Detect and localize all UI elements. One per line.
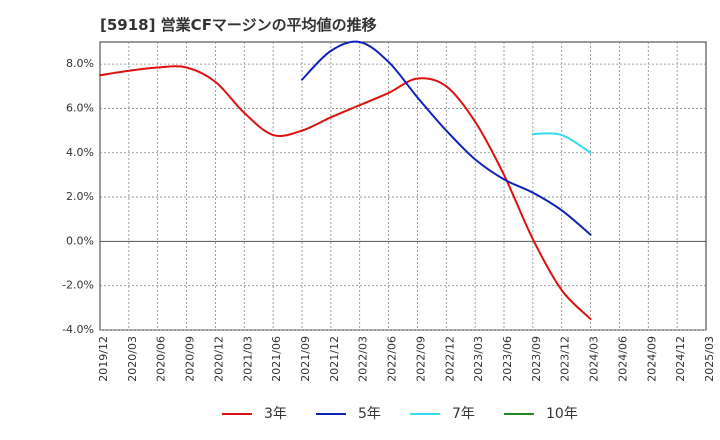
x-tick-label: 2023/03 — [472, 336, 485, 382]
x-tick-label: 2022/06 — [386, 336, 399, 382]
x-tick-label: 2025/03 — [703, 336, 716, 382]
y-tick-label: 6.0% — [66, 101, 94, 114]
legend-label-3年: 3年 — [264, 406, 287, 422]
x-tick-label: 2020/03 — [126, 336, 139, 382]
y-tick-label: 0.0% — [66, 234, 94, 247]
x-tick-label: 2022/12 — [443, 336, 456, 382]
series-line-5年 — [301, 40, 592, 236]
legend-label-7年: 7年 — [452, 406, 475, 422]
y-tick-label: 8.0% — [66, 57, 94, 70]
plot-area — [99, 41, 707, 331]
x-tick-label: 2024/09 — [645, 336, 658, 382]
x-tick-label: 2023/12 — [559, 336, 572, 382]
series-line-3年 — [99, 65, 592, 320]
legend-label-10年: 10年 — [546, 406, 578, 422]
x-tick-label: 2019/12 — [97, 336, 110, 382]
x-tick-label: 2021/03 — [241, 336, 254, 382]
legend-label-5年: 5年 — [358, 406, 381, 422]
x-tick-label: 2021/09 — [299, 336, 312, 382]
series-line-7年 — [531, 132, 592, 154]
x-tick-label: 2021/06 — [270, 336, 283, 382]
y-tick-label: 2.0% — [66, 190, 94, 203]
x-tick-label: 2020/06 — [155, 336, 168, 382]
x-tick-label: 2024/03 — [588, 336, 601, 382]
x-tick-label: 2022/09 — [414, 336, 427, 382]
x-tick-label: 2023/06 — [501, 336, 514, 382]
chart-title: [5918] 営業CFマージンの平均値の推移 — [100, 16, 377, 34]
x-tick-label: 2023/09 — [530, 336, 543, 382]
y-tick-label: -4.0% — [62, 323, 94, 336]
y-tick-label: -2.0% — [62, 279, 94, 292]
x-tick-label: 2024/06 — [616, 336, 629, 382]
x-tick-label: 2021/12 — [328, 336, 341, 382]
x-tick-label: 2020/09 — [184, 336, 197, 382]
x-tick-label: 2022/03 — [357, 336, 370, 382]
x-tick-label: 2024/12 — [674, 336, 687, 382]
x-tick-label: 2020/12 — [212, 336, 225, 382]
y-tick-label: 4.0% — [66, 146, 94, 159]
